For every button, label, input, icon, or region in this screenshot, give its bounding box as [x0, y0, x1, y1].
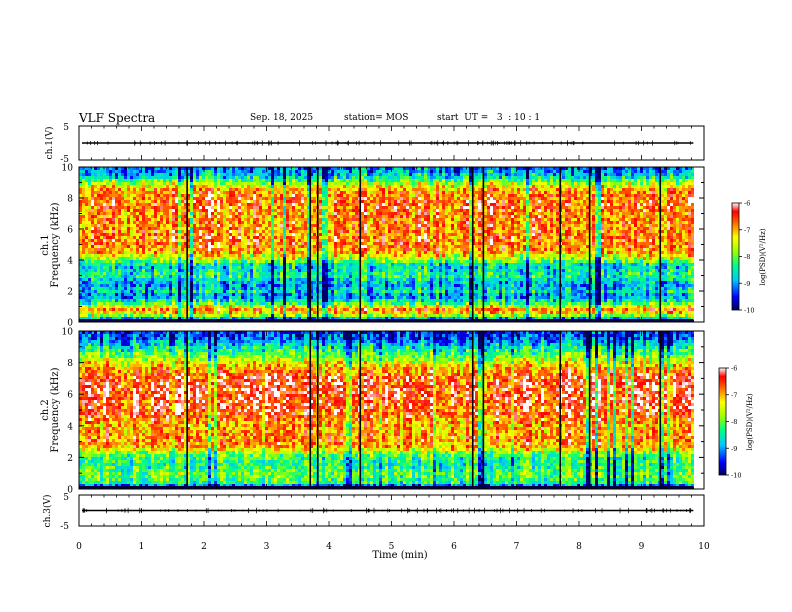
spectrogram-ytick-label: 2	[67, 288, 73, 298]
colorbar-tick-label: -10	[744, 307, 754, 315]
recording-date: Sep. 18, 2025	[250, 113, 313, 123]
colorbar-tick-label: -7	[744, 226, 750, 234]
ch1-spectrogram-panel: 0 2 4 6 8 10 ch.1 Frequency (kHz) -6 -7 -8 -9 -10…	[40, 164, 767, 329]
ch3-waveform-ylabel: ch.3(V)	[42, 495, 53, 528]
spectrogram-ytick-label: 10	[62, 328, 74, 338]
colorbar-tick-label: -8	[744, 253, 750, 261]
x-axis-label: Time (min)	[372, 550, 427, 561]
ch1-colorbar	[731, 202, 740, 311]
x-tick-label: 7	[514, 542, 520, 552]
time-axis: 0 1 2 3 4 5 6 7 8 9 10	[76, 126, 710, 552]
x-tick-label: 8	[576, 542, 582, 552]
ch2-spectrogram-ylabel-channel: ch.2	[40, 399, 51, 421]
chart-title: VLF Spectra	[79, 111, 155, 125]
spectrogram-ytick-label: 6	[67, 391, 73, 401]
ch3-ytick-label: -5	[60, 522, 69, 532]
ch3-ytick-label: 5	[63, 493, 69, 503]
ch2-colorbar-label: log(PSD)(V²/Hz)	[746, 393, 754, 450]
spectrogram-ytick-label: 6	[67, 226, 73, 236]
x-tick-label: 1	[139, 542, 145, 552]
colorbar-tick-label: -9	[731, 445, 737, 453]
colorbar-tick-label: -8	[731, 418, 737, 426]
ch1-ytick-label: 5	[63, 123, 69, 133]
spectrogram-ytick-label: 4	[67, 422, 73, 432]
ch1-spectrogram-ylabel-freq: Frequency (kHz)	[50, 202, 61, 287]
spectrogram-ytick-label: 10	[62, 164, 74, 174]
ch1-waveform-ylabel: ch.1(V)	[44, 127, 55, 160]
ch2-spectrogram-ylabel-freq: Frequency (kHz)	[50, 367, 61, 452]
ch1-waveform-panel: 5 -5 ch.1(V)	[44, 123, 705, 165]
x-tick-label: 0	[76, 542, 82, 552]
ch1-colorbar-label: log(PSD)(V²/Hz)	[759, 228, 767, 285]
ch1-spectrogram-image	[79, 167, 704, 322]
x-tick-label: 4	[326, 542, 332, 552]
spectrogram-ytick-label: 2	[67, 454, 73, 464]
spectrogram-ytick-label: 4	[67, 257, 73, 267]
ch1-spectrogram-ylabel-channel: ch.1	[40, 234, 51, 256]
x-tick-label: 2	[201, 542, 207, 552]
colorbar-tick-label: -10	[731, 472, 741, 480]
spectrogram-ytick-label: 0	[67, 486, 73, 496]
spectrogram-ytick-label: 8	[67, 359, 73, 369]
x-tick-label: 3	[264, 542, 270, 552]
spectrogram-ytick-label: 8	[67, 195, 73, 205]
x-tick-label: 10	[698, 542, 710, 552]
station-label: station= MOS	[344, 113, 408, 123]
ch2-colorbar	[718, 367, 727, 476]
ch2-spectrogram-image	[79, 331, 704, 489]
colorbar-tick-label: -7	[731, 391, 737, 399]
colorbar-tick-label: -6	[744, 200, 750, 208]
spectrogram-ytick-label: 0	[67, 319, 73, 329]
x-tick-label: 9	[639, 542, 645, 552]
start-time-label: start UT = 3 : 10 : 1	[437, 113, 540, 123]
ch1-ytick-label: -5	[60, 155, 69, 165]
x-tick-label: 5	[389, 542, 395, 552]
colorbar-tick-label: -9	[744, 280, 750, 288]
x-tick-label: 6	[451, 542, 457, 552]
ch2-spectrogram-panel: 0 2 4 6 8 10 ch.2 Frequency (kHz) -6 -7 -8 -9 -10…	[40, 328, 754, 496]
colorbar-tick-label: -6	[731, 365, 737, 373]
